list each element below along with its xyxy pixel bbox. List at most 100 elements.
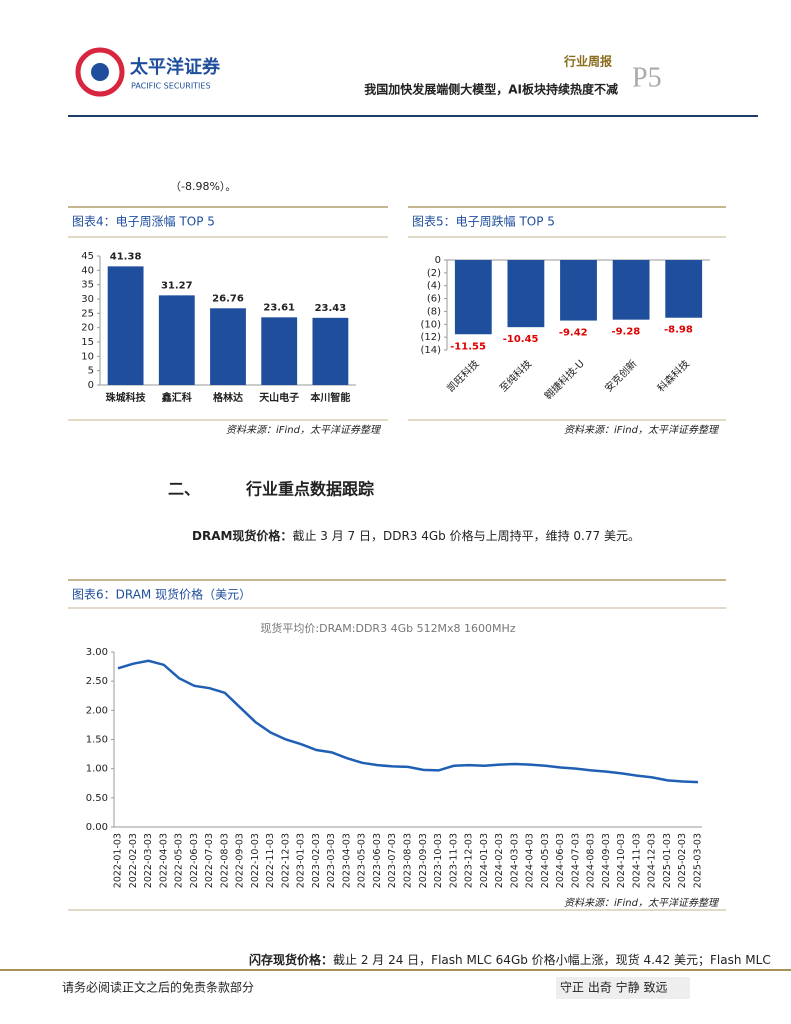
x-tick-label: 珠城科技 [106,391,147,404]
y-tick-label: 5 [88,366,94,377]
y-tick-label: (12) [420,332,441,343]
value-label: -8.98 [664,325,693,336]
page-number: P5 [632,62,662,93]
y-tick-label: 10 [81,351,94,362]
x-tick-label: 2024-06-03 [555,833,566,888]
y-tick-label: 25 [81,308,94,319]
x-tick-label: 2023-09-03 [418,833,429,888]
logo-dot [91,63,109,81]
x-tick-label: 本川智能 [310,391,350,404]
y-tick-label: 1.50 [86,735,108,746]
x-tick-label: 2022-06-03 [189,833,200,888]
x-tick-label: 2025-02-03 [677,833,688,888]
y-tick-label: 0.00 [86,822,108,833]
x-tick-label: 2025-01-03 [662,833,673,888]
figure-source: 资料来源：iFind，太平洋证券整理 [564,424,720,436]
figure-source: 资料来源：iFind，太平洋证券整理 [226,424,382,436]
logo-en: PACIFIC SECURITIES [131,82,211,91]
logo-cn: 太平洋证券 [130,56,221,78]
x-tick-label: 2022-03-03 [143,833,154,888]
x-tick-label: 2022-12-03 [280,833,291,888]
x-tick-label: 2023-12-03 [464,833,475,888]
y-tick-label: 1.00 [86,764,108,775]
x-tick-label: 2022-11-03 [265,833,276,888]
value-label: 26.76 [212,293,244,304]
report-type: 行业周报 [563,54,612,69]
bar [210,308,246,385]
lead: 闪存现货价格： [249,952,333,967]
x-tick-label: 科森科技 [654,357,691,394]
value-label: -10.45 [503,334,539,345]
bar [312,317,349,385]
value-label: -9.42 [559,328,588,339]
motto-box [556,977,690,999]
y-tick-label: (8) [427,306,441,317]
bar [158,295,195,385]
y-tick-label: (14) [420,345,441,356]
x-tick-label: 2022-01-03 [113,833,124,888]
bar [612,260,650,320]
figure-title: 图表4：电子周涨幅 TOP 5 [72,214,215,229]
x-tick-label: 2024-02-03 [494,833,505,888]
x-tick-label: 格林达 [213,391,243,404]
value-label: 41.38 [110,251,142,262]
x-tick-label: 2023-03-03 [326,833,337,888]
intro-text: （-8.98%）。 [170,180,236,193]
y-tick-label: 0 [435,255,441,266]
x-tick-label: 2023-01-03 [296,833,307,888]
text: 截止 2 月 24 日，Flash MLC 64Gb 价格小幅上涨，现货 4.4… [333,952,771,967]
x-tick-label: 安克创新 [602,357,639,394]
x-tick-label: 2022-07-03 [204,833,215,888]
x-tick-label: 2022-02-03 [128,833,139,888]
x-tick-label: 至纯科技 [497,357,534,394]
x-tick-label: 2024-09-03 [601,833,612,888]
x-tick-label: 2023-07-03 [387,833,398,888]
figure-title: 图表6：DRAM 现货价格（美元） [72,587,251,602]
figure-title: 图表5：电子周跌幅 TOP 5 [412,214,555,229]
y-tick-label: (2) [427,268,441,279]
y-tick-label: 2.00 [86,705,108,716]
x-tick-label: 2022-09-03 [235,833,246,888]
x-tick-label: 2024-03-03 [509,833,520,888]
x-tick-label: 2025-03-03 [693,833,704,888]
figure-source: 资料来源：iFind，太平洋证券整理 [564,897,720,909]
text: 截止 3 月 7 日，DDR3 4Gb 价格与上周持平，维持 0.77 美元。 [292,528,640,543]
y-tick-label: 40 [81,265,94,276]
bar [454,260,492,335]
paragraph: 闪存现货价格：截止 2 月 24 日，Flash MLC 64Gb 价格小幅上涨… [249,952,771,967]
bar [560,260,597,321]
y-tick-label: 0 [88,380,94,391]
motto: 守正 出奇 宁静 致远 [560,980,667,995]
x-tick-label: 翱捷科技-U [542,357,587,402]
section-title: 行业重点数据跟踪 [245,480,374,499]
x-tick-label: 2022-08-03 [219,833,230,888]
logo-ring [75,47,125,97]
x-tick-label: 2024-05-03 [540,833,551,888]
x-tick-label: 2022-05-03 [174,833,185,888]
value-label: 23.61 [263,302,295,313]
disclaimer: 请务必阅读正文之后的免责条款部分 [62,980,254,995]
value-label: 23.43 [315,303,347,314]
x-tick-label: 2024-11-03 [631,833,642,888]
y-tick-label: (10) [420,319,441,330]
section-number: 二、 [168,480,200,499]
y-tick-label: 20 [81,323,94,334]
x-tick-label: 2024-12-03 [647,833,658,888]
value-label: -9.28 [611,327,640,338]
value-label: 31.27 [161,280,193,291]
bar [507,260,545,328]
chart-title: 现货平均价:DRAM:DDR3 4Gb 512Mx8 1600MHz [260,621,515,635]
y-tick-label: 2.50 [86,676,108,687]
x-tick-label: 2023-04-03 [341,833,352,888]
x-tick-label: 2022-10-03 [250,833,261,888]
bar [665,260,703,318]
x-tick-label: 2024-10-03 [616,833,627,888]
x-tick-label: 2023-05-03 [357,833,368,888]
lead: DRAM现货价格： [192,528,292,543]
x-tick-label: 2024-07-03 [570,833,581,888]
x-tick-label: 凯旺科技 [444,357,481,394]
x-tick-label: 2022-04-03 [158,833,169,888]
x-tick-label: 2023-06-03 [372,833,383,888]
